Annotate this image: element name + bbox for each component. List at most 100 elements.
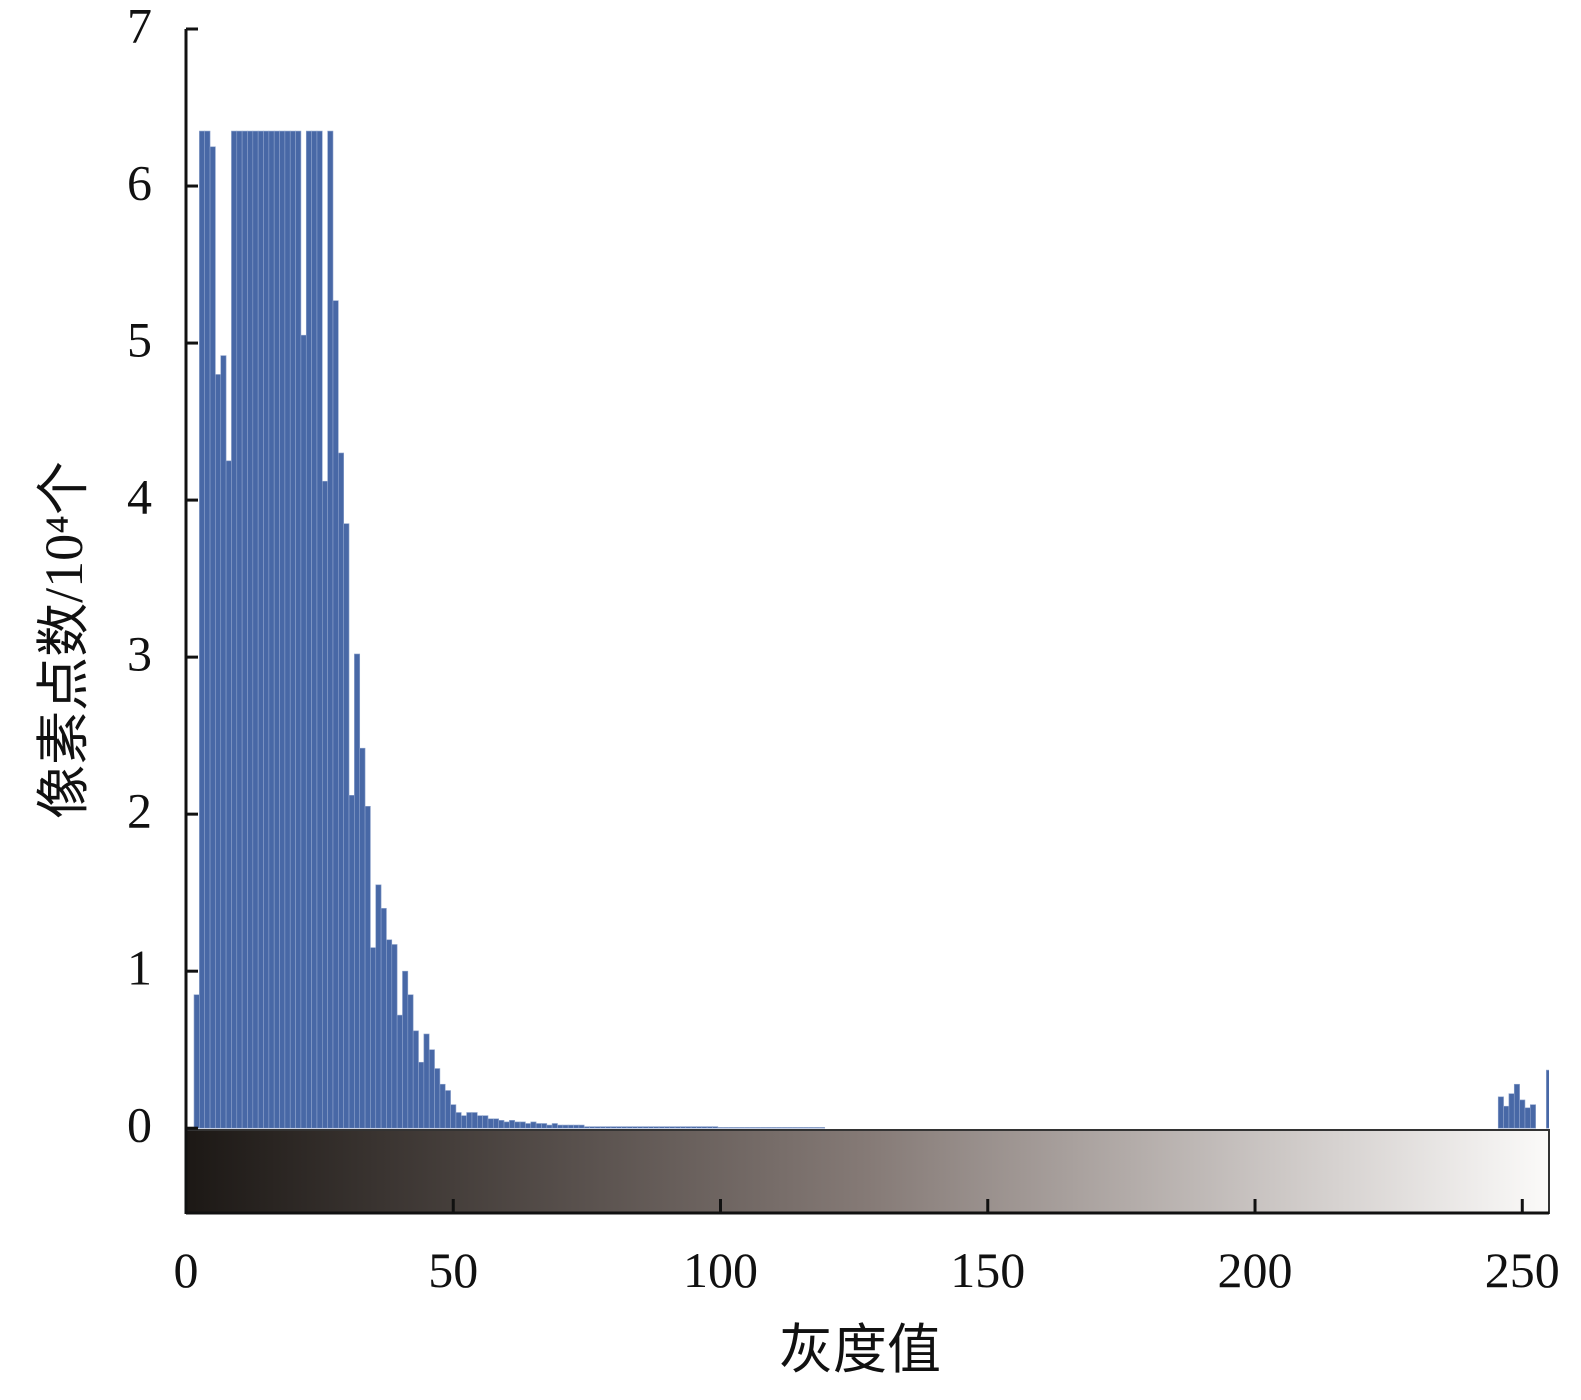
y-tick-label: 1 (127, 940, 152, 996)
bar (321, 480, 328, 1129)
bar (204, 130, 211, 1129)
bar (359, 747, 366, 1129)
bar (808, 1127, 815, 1129)
bar (594, 1126, 601, 1129)
bar (460, 1115, 467, 1129)
bar (722, 1127, 729, 1129)
bar (599, 1126, 606, 1129)
bar (733, 1127, 740, 1129)
bar (477, 1115, 483, 1129)
bar (1513, 1083, 1520, 1129)
bar (1503, 1105, 1510, 1129)
bar (578, 1124, 585, 1129)
bar (225, 460, 232, 1129)
y-tick-label: 0 (127, 1097, 152, 1153)
bar (327, 130, 334, 1129)
y-axis-title: 像素点数/10⁴个 (34, 461, 94, 819)
bar (680, 1126, 687, 1129)
y-tick-label: 4 (127, 469, 152, 525)
bar (407, 994, 414, 1129)
bar (375, 884, 382, 1129)
bar (819, 1127, 826, 1129)
bar (557, 1124, 564, 1129)
bar (637, 1126, 644, 1129)
bar (514, 1121, 521, 1129)
bar (738, 1127, 745, 1129)
y-tick-label: 6 (127, 154, 152, 210)
bar (610, 1126, 617, 1129)
bar (279, 130, 286, 1129)
bar (316, 130, 323, 1129)
bar (541, 1123, 548, 1129)
bar (471, 1112, 478, 1129)
bar (626, 1126, 633, 1129)
bar (215, 374, 222, 1129)
bar (530, 1121, 537, 1129)
bar (583, 1126, 590, 1129)
bar (706, 1126, 713, 1129)
bar (567, 1124, 574, 1129)
bar (1519, 1099, 1526, 1129)
y-tick-label: 3 (127, 626, 152, 682)
bar (792, 1127, 799, 1129)
bar (642, 1126, 649, 1129)
bar (370, 947, 377, 1129)
bar (391, 944, 398, 1129)
bar (621, 1126, 628, 1129)
bar (589, 1126, 596, 1129)
bar (728, 1127, 735, 1129)
bar (199, 130, 206, 1129)
bar (749, 1127, 756, 1129)
bar (765, 1127, 772, 1129)
bar (712, 1126, 719, 1129)
bar (300, 334, 307, 1129)
bar (690, 1126, 697, 1129)
bar (632, 1126, 638, 1129)
bar (247, 130, 254, 1129)
bar (562, 1124, 569, 1129)
bar (220, 355, 227, 1129)
bar (455, 1112, 462, 1129)
bar (493, 1118, 499, 1129)
bar (263, 130, 270, 1129)
bar (669, 1126, 676, 1129)
bar (482, 1115, 489, 1129)
bar (717, 1127, 724, 1129)
x-tick-label: 200 (1218, 1242, 1293, 1298)
bar (1529, 1104, 1536, 1129)
bar (803, 1127, 810, 1129)
bar (450, 1104, 457, 1129)
x-tick-label: 100 (683, 1242, 758, 1298)
bar (386, 939, 393, 1129)
bar (284, 130, 291, 1129)
bar (412, 1030, 419, 1129)
bars (193, 130, 1549, 1129)
bar (423, 1033, 430, 1129)
bar (498, 1120, 505, 1129)
bar (664, 1126, 671, 1129)
bar (305, 130, 312, 1129)
bar (444, 1090, 451, 1129)
bar (439, 1083, 446, 1129)
bar (1497, 1096, 1504, 1129)
bar (546, 1124, 553, 1129)
bar (311, 130, 318, 1129)
bar (573, 1124, 580, 1129)
bar (241, 130, 248, 1129)
bar (338, 452, 344, 1129)
bar (332, 300, 339, 1129)
bar (696, 1126, 703, 1129)
bar (434, 1068, 441, 1129)
x-tick-label: 250 (1485, 1242, 1560, 1298)
x-axis-title: 灰度值 (779, 1320, 941, 1380)
bar (193, 994, 200, 1129)
y-tick-label: 5 (127, 312, 152, 368)
bar (1508, 1093, 1515, 1129)
bar (797, 1127, 804, 1129)
bar (685, 1126, 692, 1129)
colorbar (185, 1129, 1550, 1214)
bar (503, 1121, 510, 1129)
bar (364, 805, 371, 1129)
bar (380, 908, 387, 1129)
